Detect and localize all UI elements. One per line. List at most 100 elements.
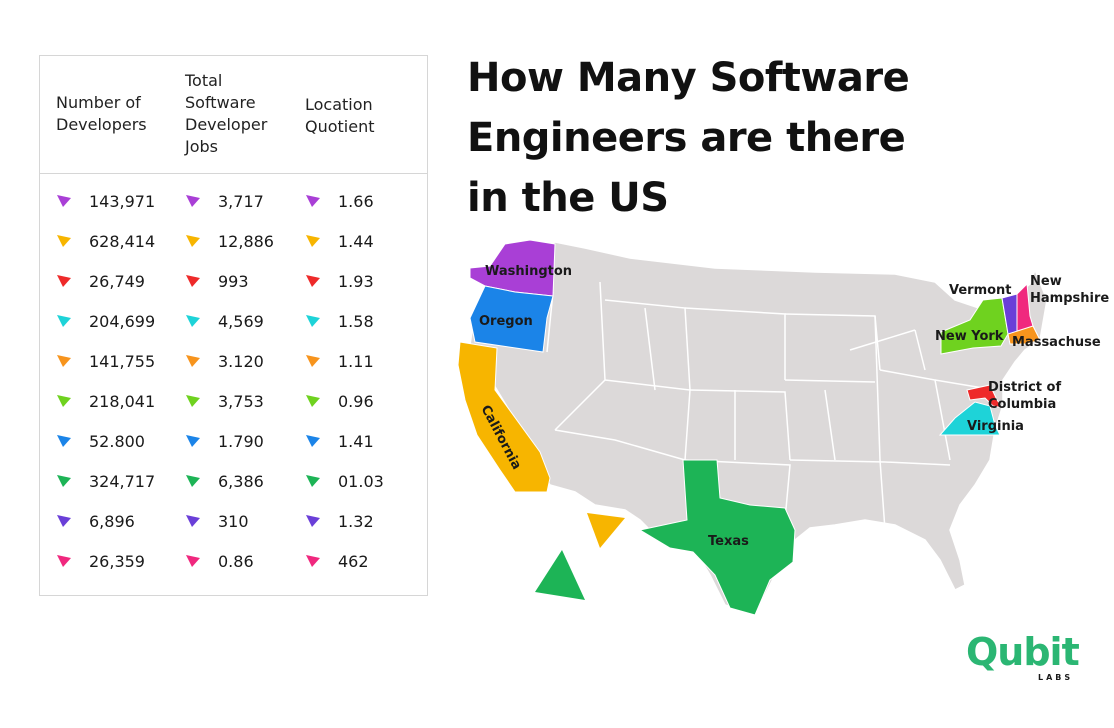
label-texas: Texas <box>708 534 749 549</box>
cell-location-quotient-text: 1.93 <box>338 271 374 291</box>
cell-jobs-text: 1.790 <box>218 431 264 451</box>
texas-marker-triangle <box>535 550 585 600</box>
cell-developers: 143,971 <box>56 181 155 221</box>
data-table: Number of Developers Total Software Deve… <box>39 55 428 596</box>
state-oregon[interactable] <box>469 285 554 353</box>
triangle-marker-icon <box>57 315 71 327</box>
logo-subtitle: LABS <box>1038 673 1074 682</box>
cell-location-quotient-text: 1.11 <box>338 351 374 371</box>
label-massachusetts: Massachuse <box>1012 335 1101 350</box>
table-row: 218,041 3,753 0.96 <box>40 381 427 421</box>
cell-developers: 26,749 <box>56 261 145 301</box>
cell-location-quotient: 462 <box>305 541 369 581</box>
label-virginia: Virginia <box>967 419 1024 434</box>
label-new-york: New York <box>935 329 1004 344</box>
state-massachusetts[interactable] <box>1007 325 1041 345</box>
triangle-marker-icon <box>186 275 200 287</box>
cell-developers-text: 218,041 <box>89 391 156 411</box>
cell-location-quotient-text: 1.44 <box>338 231 374 251</box>
triangle-marker-icon <box>306 355 320 367</box>
cell-location-quotient-text: 1.41 <box>338 431 374 451</box>
state-california[interactable] <box>457 341 551 493</box>
triangle-marker-icon <box>186 435 200 447</box>
triangle-marker-icon <box>306 435 320 447</box>
table-row: 204,699 4,569 1.58 <box>40 301 427 341</box>
cell-developers-text: 143,971 <box>89 191 156 211</box>
us-base-shape <box>469 241 1048 616</box>
cell-location-quotient: 0.96 <box>305 381 374 421</box>
table-row: 26,749 993 1.93 <box>40 261 427 301</box>
logo-wordmark: Qubit <box>966 630 1080 674</box>
cell-jobs-text: 3.120 <box>218 351 264 371</box>
table-row: 143,971 3,717 1.66 <box>40 181 427 221</box>
cell-location-quotient: 1.58 <box>305 301 374 341</box>
cell-jobs: 6,386 <box>185 461 264 501</box>
cell-jobs: 0.86 <box>185 541 254 581</box>
cell-location-quotient-text: 01.03 <box>338 471 384 491</box>
cell-developers-text: 26,749 <box>89 271 145 291</box>
cell-jobs-text: 993 <box>218 271 249 291</box>
state-texas[interactable] <box>638 459 796 616</box>
triangle-marker-icon <box>306 315 320 327</box>
cell-jobs-text: 4,569 <box>218 311 264 331</box>
cell-location-quotient: 1.41 <box>305 421 374 461</box>
us-map: Washington Oregon California Texas New Y… <box>457 239 1109 616</box>
triangle-marker-icon <box>57 355 71 367</box>
triangle-marker-icon <box>57 555 71 567</box>
triangle-marker-icon <box>186 475 200 487</box>
triangle-marker-icon <box>186 555 200 567</box>
label-new-hampshire-line1: New <box>1030 274 1062 289</box>
cell-jobs: 1.790 <box>185 421 264 461</box>
triangle-marker-icon <box>306 275 320 287</box>
triangle-marker-icon <box>306 515 320 527</box>
cell-developers: 218,041 <box>56 381 155 421</box>
cell-developers-text: 52.800 <box>89 431 145 451</box>
state-washington[interactable] <box>469 239 556 297</box>
cell-location-quotient-text: 1.58 <box>338 311 374 331</box>
cell-jobs: 3.120 <box>185 341 264 381</box>
table-row: 6,896 310 1.32 <box>40 501 427 541</box>
cell-developers-text: 6,896 <box>89 511 135 531</box>
cell-jobs-text: 6,386 <box>218 471 264 491</box>
cell-jobs: 3,753 <box>185 381 264 421</box>
cell-jobs: 12,886 <box>185 221 274 261</box>
state-borders <box>546 281 996 531</box>
cell-location-quotient: 1.66 <box>305 181 374 221</box>
cell-jobs-text: 0.86 <box>218 551 254 571</box>
state-virginia[interactable] <box>938 401 1001 436</box>
triangle-marker-icon <box>186 195 200 207</box>
header-location-quotient: Location Quotient <box>305 95 375 136</box>
cell-developers-text: 26,359 <box>89 551 145 571</box>
cell-location-quotient-text: 1.32 <box>338 511 374 531</box>
page-title: How Many Software Engineers are there in… <box>467 55 910 221</box>
cell-jobs-text: 3,717 <box>218 191 264 211</box>
triangle-marker-icon <box>57 195 71 207</box>
cell-developers: 52.800 <box>56 421 145 461</box>
triangle-marker-icon <box>306 475 320 487</box>
cell-jobs-text: 310 <box>218 511 249 531</box>
cell-location-quotient-text: 462 <box>338 551 369 571</box>
cell-developers: 141,755 <box>56 341 155 381</box>
cell-developers: 204,699 <box>56 301 155 341</box>
state-district-of-columbia[interactable] <box>966 384 1005 409</box>
table-row: 141,755 3.120 1.11 <box>40 341 427 381</box>
table-row: 324,717 6,386 01.03 <box>40 461 427 501</box>
cell-jobs: 310 <box>185 501 249 541</box>
triangle-marker-icon <box>57 395 71 407</box>
cell-location-quotient: 1.11 <box>305 341 374 381</box>
triangle-marker-icon <box>186 395 200 407</box>
cell-developers: 6,896 <box>56 501 135 541</box>
label-new-hampshire-line2: Hampshire <box>1030 291 1109 306</box>
triangle-marker-icon <box>306 555 320 567</box>
cell-jobs-text: 12,886 <box>218 231 274 251</box>
table-row: 628,414 12,886 1.44 <box>40 221 427 261</box>
qubit-labs-logo: Qubit LABS <box>966 630 1086 690</box>
cell-location-quotient: 1.32 <box>305 501 374 541</box>
cell-developers-text: 204,699 <box>89 311 156 331</box>
triangle-marker-icon <box>57 435 71 447</box>
state-new-hampshire[interactable] <box>1016 282 1034 335</box>
header-developers: Number of Developers <box>56 93 147 134</box>
header-jobs: Total Software Developer Jobs <box>185 71 268 156</box>
triangle-marker-icon <box>57 235 71 247</box>
cell-location-quotient: 1.44 <box>305 221 374 261</box>
